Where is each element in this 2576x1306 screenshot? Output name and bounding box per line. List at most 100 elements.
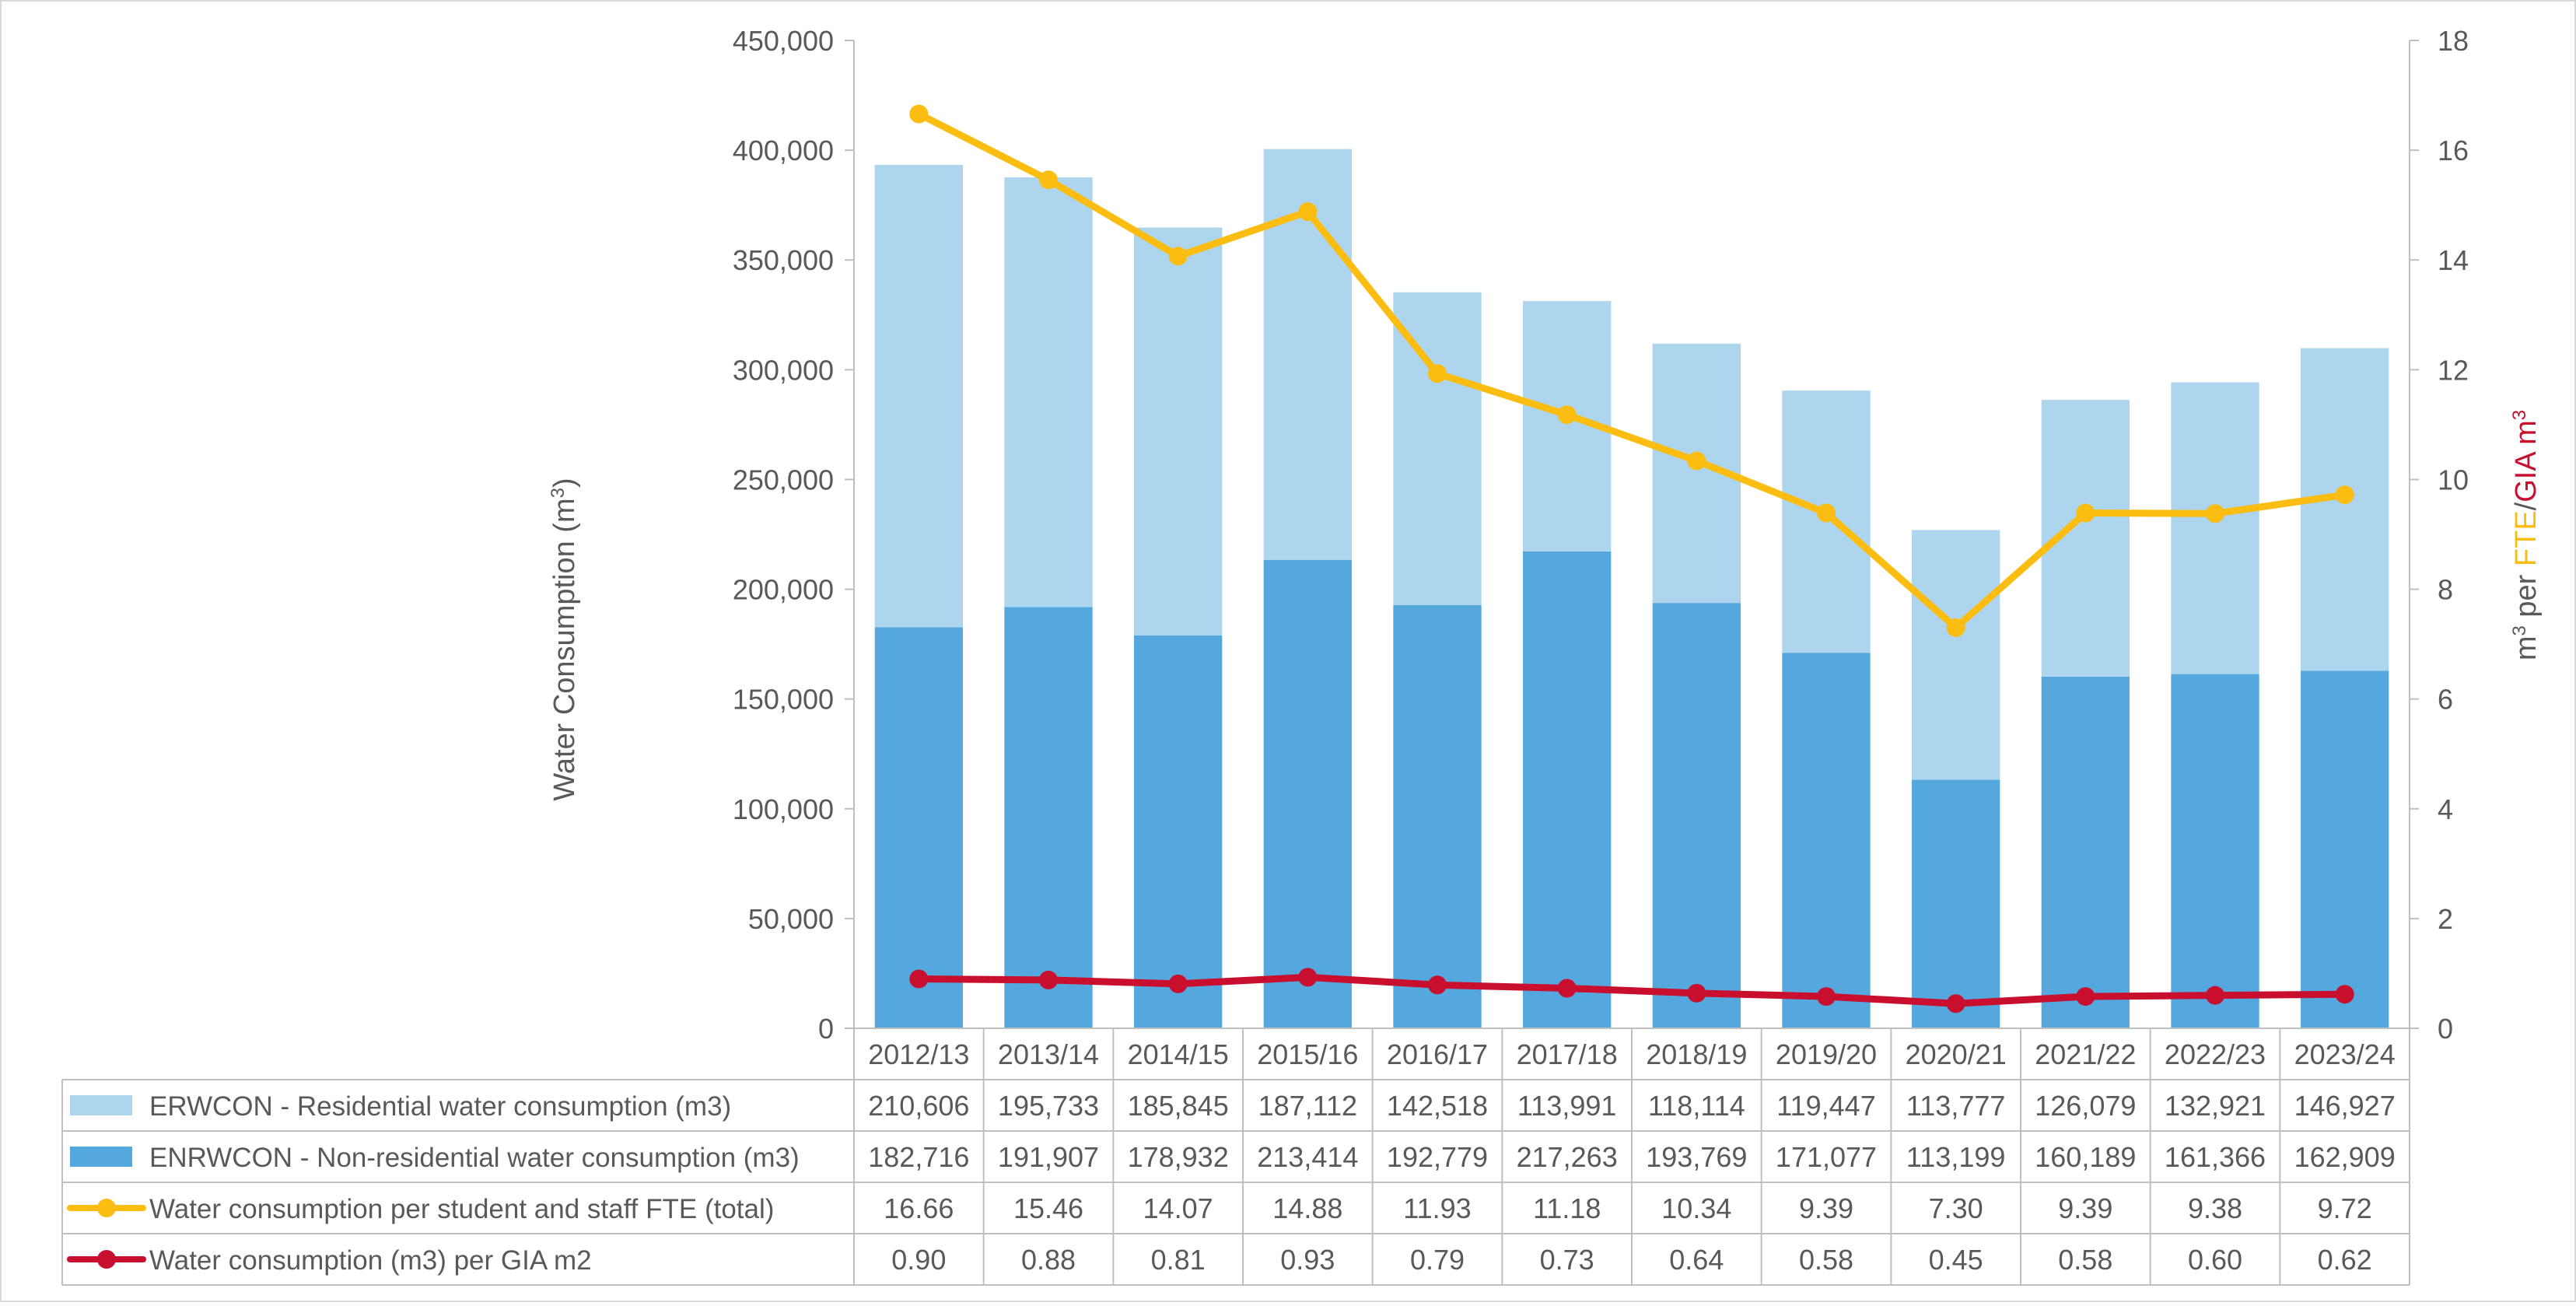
- bar-nonresidential-2013/14: [1004, 607, 1093, 1028]
- point-per-gia-2012/13: [909, 969, 929, 989]
- table-value-cell: 178,932: [1128, 1141, 1229, 1173]
- bar-residential-2022/23: [2171, 382, 2259, 674]
- table-header-cell: 2022/23: [2165, 1038, 2266, 1070]
- table-value-cell: 113,199: [1906, 1141, 2005, 1173]
- table-header-cell: 2023/24: [2294, 1038, 2396, 1070]
- table-value-cell: 160,189: [2035, 1141, 2136, 1173]
- table-value-cell: 113,991: [1517, 1090, 1616, 1122]
- point-per-gia-2019/20: [1817, 987, 1836, 1007]
- point-per-fte-2022/23: [2206, 504, 2224, 523]
- table-value-cell: 9.72: [2318, 1192, 2372, 1224]
- point-per-gia-2014/15: [1168, 974, 1188, 993]
- table-header-cell: 2020/21: [1906, 1038, 2007, 1070]
- line-series-per-fte: [915, 110, 2349, 632]
- table-value-cell: 0.73: [1540, 1244, 1594, 1276]
- point-per-fte-2013/14: [1039, 170, 1058, 190]
- point-per-fte-2014/15: [1168, 247, 1188, 266]
- table-value-cell: 191,907: [998, 1141, 1099, 1173]
- table-value-cell: 119,447: [1776, 1090, 1875, 1122]
- table-value-cell: 0.79: [1410, 1244, 1465, 1276]
- right-axis-tick-label: 10: [2438, 464, 2469, 495]
- bar-nonresidential-2015/16: [1263, 559, 1352, 1028]
- left-axis-tick-label: 400,000: [733, 135, 834, 166]
- right-axis-tick-label: 14: [2438, 244, 2469, 276]
- table-value-cell: 15.46: [1013, 1192, 1083, 1224]
- table-value-cell: 0.60: [2188, 1244, 2242, 1276]
- point-per-gia-2016/17: [1428, 975, 1447, 995]
- table-header-cell: 2021/22: [2035, 1038, 2136, 1070]
- point-per-gia-2018/19: [1687, 983, 1706, 1003]
- table-value-cell: 0.90: [891, 1244, 946, 1276]
- legend-label: ENRWCON - Non-residential water consumpt…: [149, 1143, 800, 1173]
- bar-residential-2012/13: [874, 164, 963, 628]
- table-value-cell: 0.62: [2318, 1244, 2372, 1276]
- table-value-cell: 132,921: [2165, 1090, 2266, 1122]
- legend-key-residential: [70, 1095, 132, 1115]
- table-value-cell: 7.30: [1929, 1192, 1983, 1224]
- bar-residential-2023/24: [2301, 348, 2389, 671]
- right-axis-tick-label: 16: [2438, 135, 2469, 166]
- legend-label: Water consumption (m3) per GIA m2: [149, 1245, 592, 1276]
- right-axis-tick-label: 0: [2438, 1013, 2453, 1045]
- bar-nonresidential-2023/24: [2301, 671, 2389, 1028]
- table-value-cell: 14.88: [1272, 1192, 1342, 1224]
- table-value-cell: 210,606: [868, 1090, 969, 1122]
- legend-label: Water consumption per student and staff …: [149, 1194, 774, 1224]
- table-value-cell: 0.93: [1280, 1244, 1335, 1276]
- table-value-cell: 0.58: [2058, 1244, 2112, 1276]
- right-axis-title: m3 per FTE/GIA m3: [2509, 410, 2543, 660]
- table-value-cell: 126,079: [2035, 1090, 2136, 1122]
- table-header-cell: 2015/16: [1257, 1038, 1358, 1070]
- left-axis-title: Water Consumption (m3): [548, 478, 582, 800]
- right-axis-tick-label: 12: [2438, 354, 2469, 386]
- table-value-cell: 193,769: [1646, 1141, 1747, 1173]
- bar-nonresidential-2019/20: [1782, 653, 1871, 1028]
- right-axis-tick-label: 6: [2438, 684, 2453, 716]
- legend-key-marker-per-fte: [97, 1199, 116, 1217]
- point-per-gia-2017/18: [1557, 979, 1577, 998]
- legend-key-nonresidential: [70, 1147, 132, 1167]
- point-per-gia-2021/22: [2076, 987, 2095, 1007]
- bar-nonresidential-2014/15: [1134, 635, 1223, 1028]
- point-per-fte-2018/19: [1687, 451, 1706, 471]
- table-value-cell: 213,414: [1257, 1141, 1358, 1173]
- right-axis-title-gia: GIA m: [2510, 420, 2543, 502]
- table-value-cell: 9.39: [2058, 1192, 2112, 1224]
- right-axis-tick-label: 4: [2438, 793, 2453, 825]
- bar-nonresidential-2018/19: [1652, 603, 1741, 1028]
- left-axis-tick-label: 150,000: [733, 684, 834, 716]
- left-axis-tick-label: 300,000: [733, 354, 834, 386]
- table-value-cell: 0.64: [1669, 1244, 1724, 1276]
- left-axis-tick-label: 350,000: [733, 244, 834, 276]
- left-axis-tick-label: 0: [818, 1013, 834, 1045]
- bar-residential-2016/17: [1393, 292, 1482, 605]
- point-per-fte-2023/24: [2335, 485, 2354, 505]
- table-value-cell: 185,845: [1128, 1090, 1229, 1122]
- bar-residential-2014/15: [1134, 227, 1223, 636]
- point-per-gia-2015/16: [1298, 968, 1318, 987]
- point-per-fte-2015/16: [1298, 202, 1318, 222]
- point-per-gia-2022/23: [2206, 986, 2224, 1005]
- right-axis-tick-label: 8: [2438, 574, 2453, 606]
- table-header-cell: 2012/13: [868, 1038, 969, 1070]
- table-value-cell: 9.39: [1799, 1192, 1853, 1224]
- table-header-cell: 2017/18: [1517, 1038, 1618, 1070]
- point-per-gia-2020/21: [1946, 994, 1965, 1014]
- left-axis-tick-label: 450,000: [733, 25, 834, 57]
- table-value-cell: 142,518: [1387, 1090, 1488, 1122]
- point-per-fte-2016/17: [1428, 364, 1447, 383]
- table-value-cell: 195,733: [998, 1090, 1099, 1122]
- right-axis-tick-label: 18: [2438, 25, 2469, 57]
- table-header-cell: 2016/17: [1387, 1038, 1488, 1070]
- table-value-cell: 10.34: [1661, 1192, 1731, 1224]
- table-value-cell: 187,112: [1258, 1090, 1357, 1122]
- line-series-per-gia: [915, 973, 2349, 1007]
- bar-nonresidential-2017/18: [1523, 551, 1612, 1028]
- bar-residential-2013/14: [1004, 177, 1093, 607]
- legend-label: ERWCON - Residential water consumption (…: [149, 1091, 731, 1122]
- table-value-cell: 9.38: [2188, 1192, 2242, 1224]
- point-per-fte-2021/22: [2076, 503, 2095, 523]
- table-value-cell: 217,263: [1517, 1141, 1618, 1173]
